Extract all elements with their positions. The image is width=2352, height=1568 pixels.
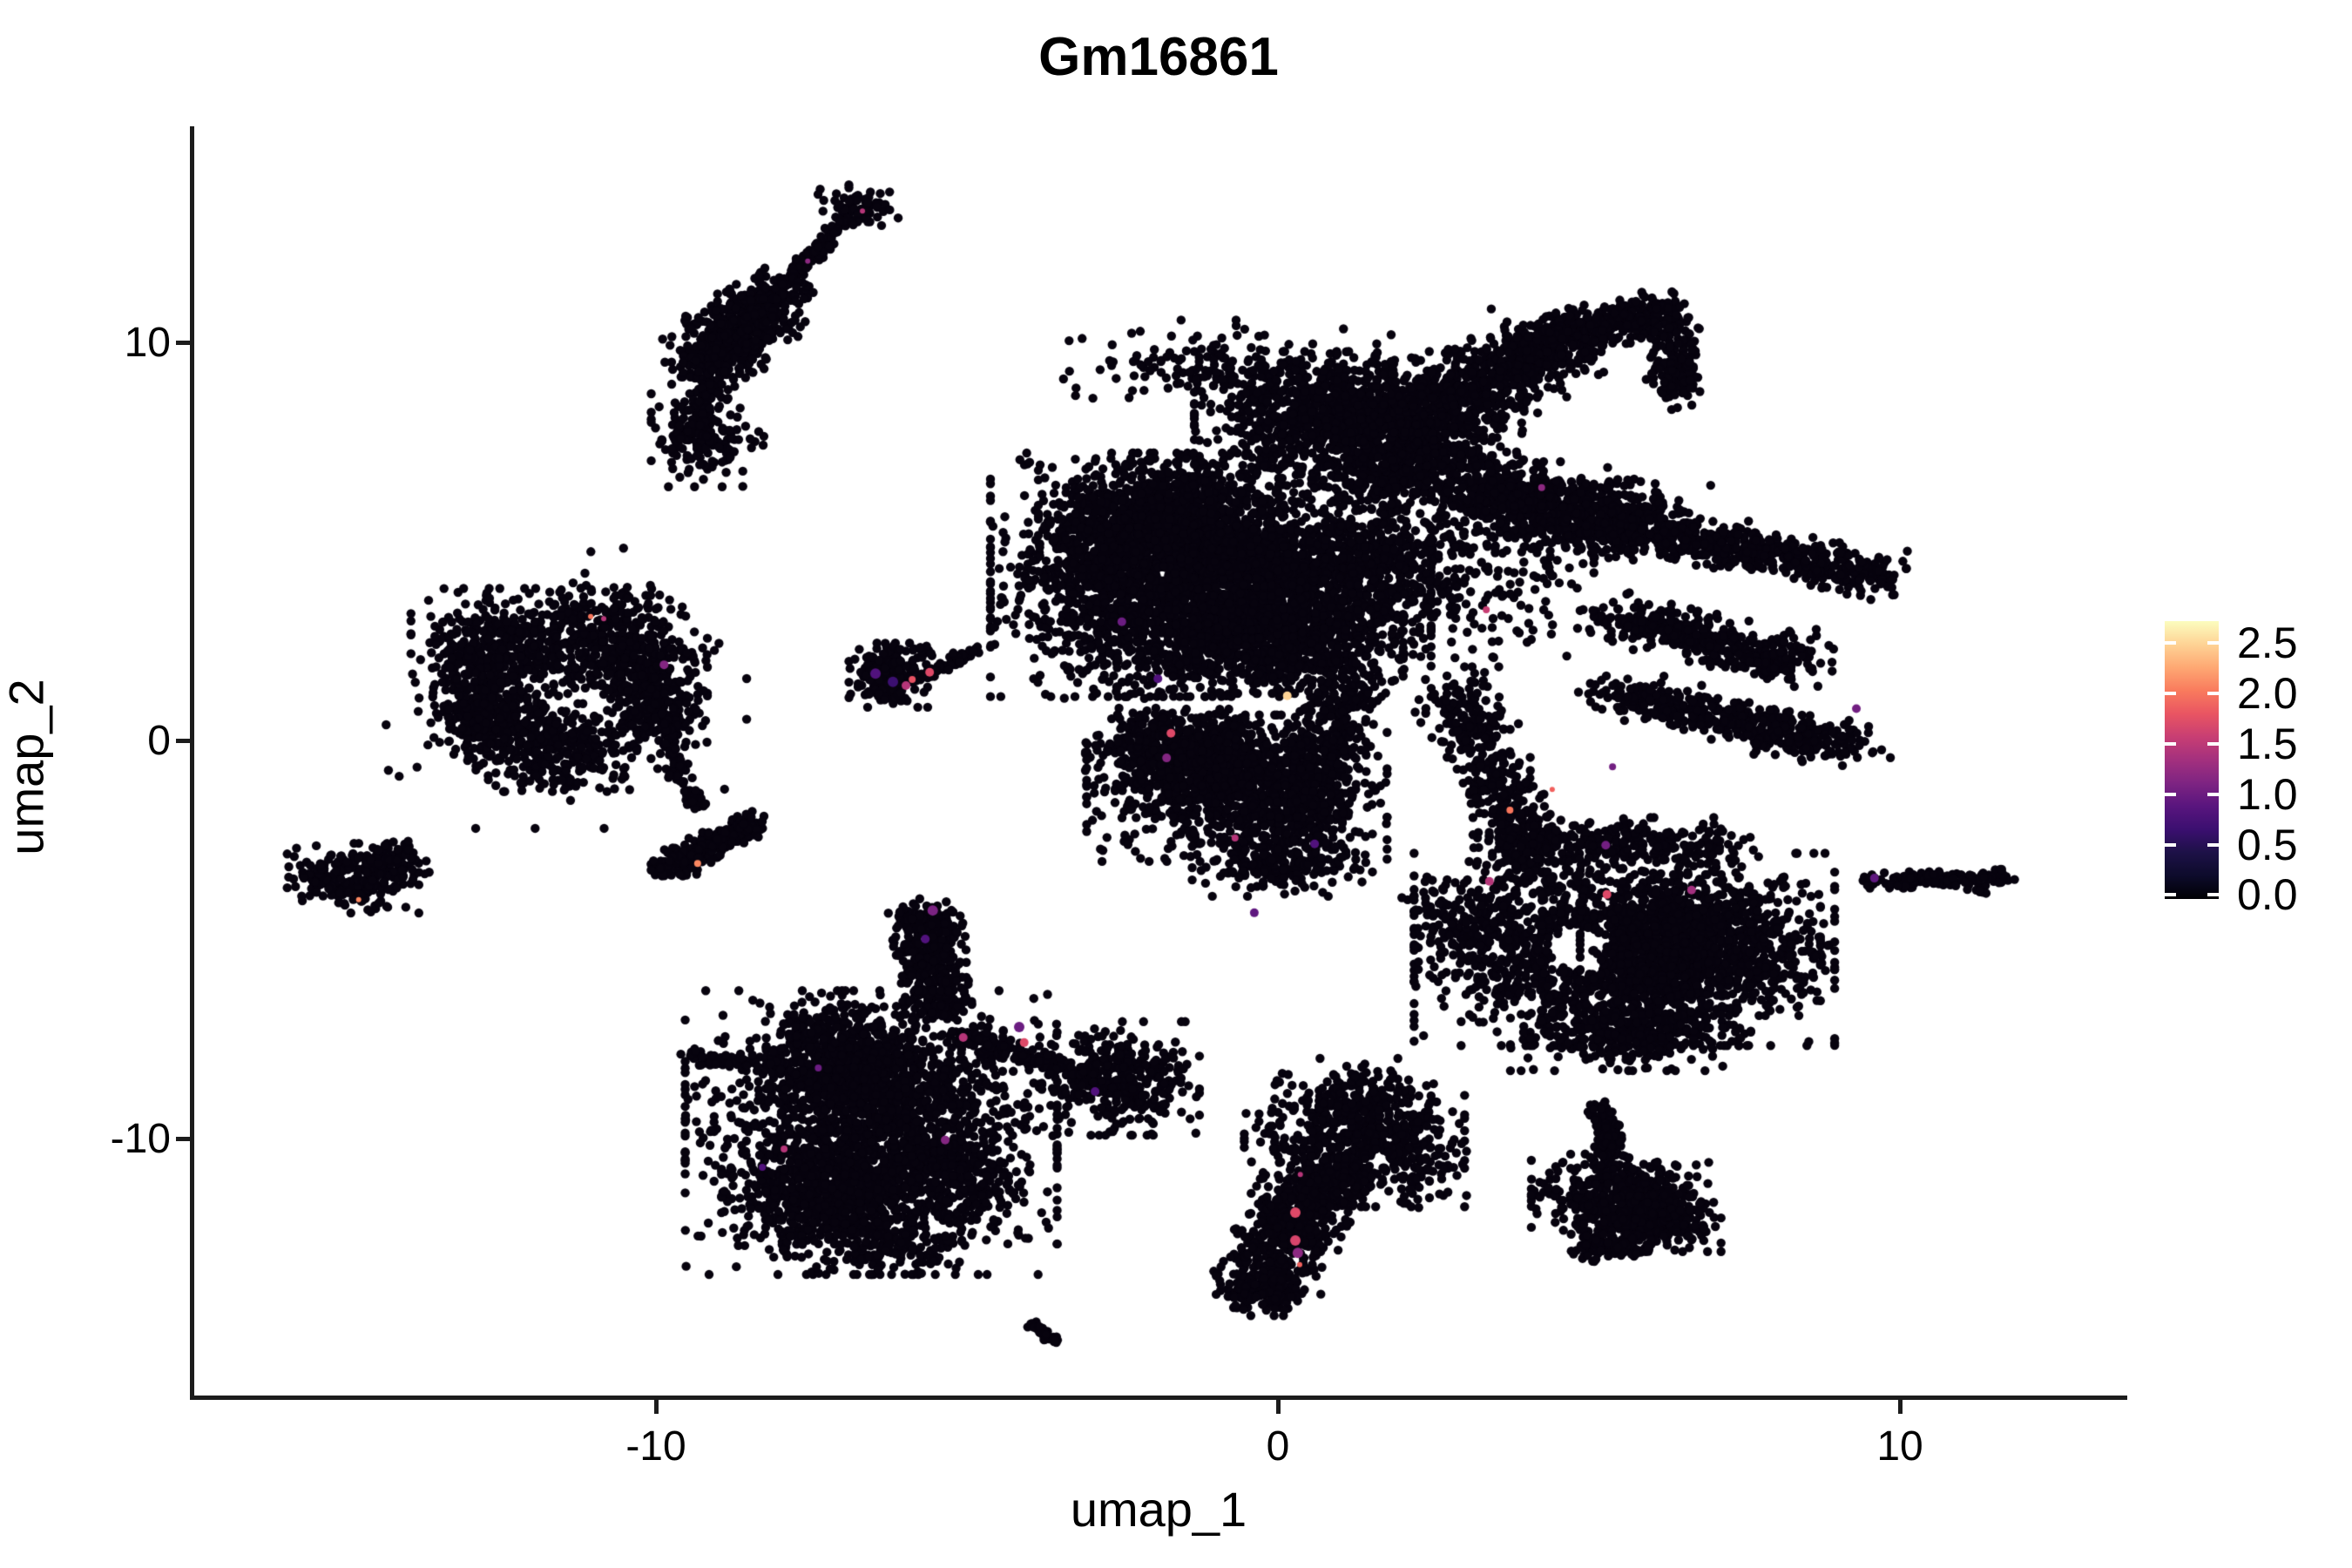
colorbar-tick-mark — [2207, 893, 2219, 897]
colorbar-tick-label: 0.5 — [2237, 820, 2298, 869]
x-tick-label: -10 — [625, 1423, 686, 1470]
x-tick-mark — [1276, 1400, 1281, 1414]
colorbar-tick-mark — [2207, 692, 2219, 696]
x-tick-mark — [1898, 1400, 1903, 1414]
colorbar-tick-mark — [2165, 893, 2176, 897]
colorbar-tick-label: 2.0 — [2237, 669, 2298, 719]
expression-colorbar-legend: 2.5 2.0 1.5 1.0 0.5 0.0 — [2160, 614, 2352, 918]
y-axis-title: umap_2 — [0, 679, 54, 855]
colorbar-tick-label: 1.5 — [2237, 720, 2298, 768]
colorbar-tick-mark — [2165, 842, 2176, 847]
y-tick-mark — [176, 1136, 190, 1141]
x-axis-line — [190, 1396, 2127, 1400]
plot-panel — [194, 126, 2123, 1396]
colorbar-gradient — [2165, 621, 2219, 899]
y-tick-mark — [176, 340, 190, 345]
colorbar-tick-label: 2.5 — [2237, 618, 2298, 668]
colorbar-tick-mark — [2165, 792, 2176, 796]
colorbar-tick-label: 1.0 — [2237, 769, 2298, 819]
umap-scatter-canvas — [194, 126, 2123, 1396]
colorbar-tick-mark — [2165, 742, 2176, 746]
colorbar-tick-mark — [2165, 692, 2176, 696]
colorbar-tick-label: 0.0 — [2237, 870, 2298, 920]
colorbar-tick-mark — [2207, 641, 2219, 645]
y-tick-label: 0 — [147, 717, 171, 764]
colorbar-tick-mark — [2207, 792, 2219, 796]
colorbar-tick-mark — [2207, 742, 2219, 746]
x-axis-title: umap_1 — [1070, 1482, 1247, 1537]
y-tick-mark — [176, 738, 190, 743]
x-tick-mark — [654, 1400, 659, 1414]
colorbar-tick-mark — [2165, 641, 2176, 645]
page-title: Gm16861 — [1038, 27, 1279, 87]
y-tick-label: -10 — [110, 1115, 171, 1162]
y-tick-label: 10 — [124, 319, 171, 366]
y-axis-line — [190, 126, 194, 1400]
x-tick-label: 10 — [1876, 1423, 1923, 1470]
colorbar-tick-mark — [2207, 842, 2219, 847]
x-tick-label: 0 — [1266, 1423, 1290, 1470]
